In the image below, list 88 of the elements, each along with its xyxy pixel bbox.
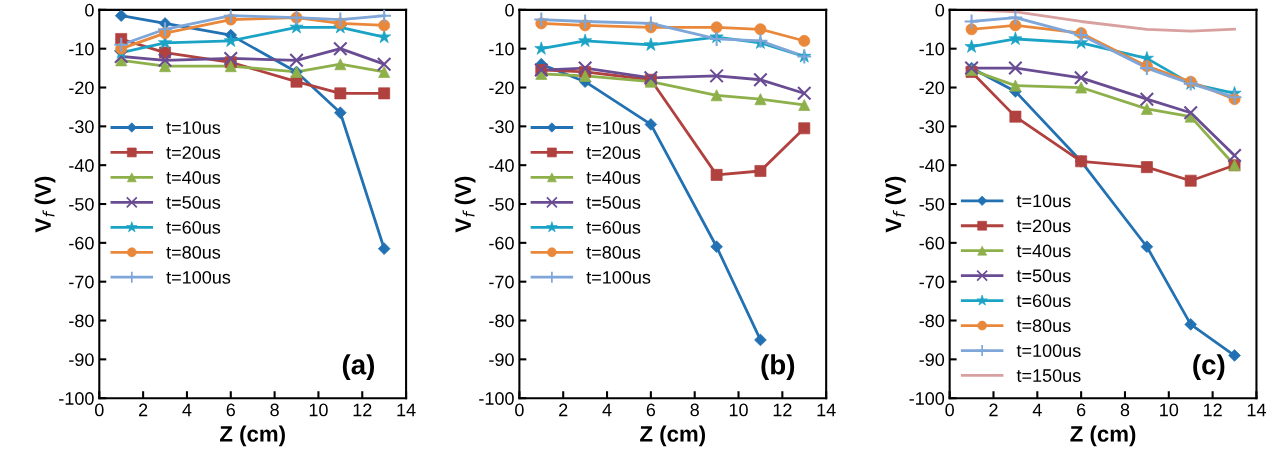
y-tick-label: -60	[69, 236, 94, 250]
y-tick-label: -60	[919, 236, 945, 250]
y-tick-label: -10	[489, 42, 514, 56]
legend-label: t=40us	[586, 171, 641, 184]
y-tick-label: -100	[909, 392, 945, 405]
y-tick-label: -20	[489, 81, 514, 95]
x-tick-label: 12	[773, 403, 792, 417]
x-tick-label: 6	[646, 403, 656, 417]
y-tick-label: -30	[489, 120, 514, 134]
x-tick-label: 0	[515, 403, 524, 417]
legend-label: t=10us	[1016, 194, 1071, 208]
y-tick-label: -40	[69, 159, 94, 172]
x-tick-label: 12	[353, 403, 372, 417]
legend-label: t=50us	[166, 196, 221, 209]
y-tick-label: -90	[489, 353, 514, 367]
y-axis-title: V$_{f}$ (V)	[34, 176, 56, 233]
y-tick-label: 0	[85, 3, 94, 17]
x-tick-label: 8	[270, 403, 279, 417]
x-tick-label: 0	[94, 403, 104, 417]
x-tick-label: 6	[226, 403, 235, 417]
y-tick-label: -20	[69, 81, 94, 95]
x-tick-label: 2	[139, 403, 148, 417]
annotation: (b)	[761, 354, 795, 381]
x-tick-label: 12	[1203, 403, 1222, 417]
y-tick-label: -40	[919, 159, 945, 172]
x-tick-label: 10	[309, 403, 328, 417]
x-tick-label: 14	[1247, 403, 1266, 417]
legend-label: t=100us	[166, 270, 231, 284]
y-tick-label: -80	[69, 314, 94, 328]
x-axis-title: Z (cm)	[640, 425, 706, 447]
x-tick-label: 10	[729, 403, 748, 417]
y-tick-label: -90	[69, 353, 94, 367]
y-tick-label: -50	[69, 197, 94, 211]
legend-label: t=80us	[586, 245, 641, 259]
y-tick-label: -100	[479, 392, 514, 405]
legend-label: t=100us	[1016, 344, 1081, 358]
y-tick-label: -20	[919, 81, 945, 95]
x-tick-label: 14	[397, 403, 416, 417]
legend-label: t=60us	[166, 221, 221, 234]
x-tick-label: 4	[602, 403, 612, 417]
legend-label: t=150us	[1016, 369, 1081, 382]
y-tick-label: -60	[489, 236, 514, 250]
x-axis-title: Z (cm)	[220, 425, 285, 447]
y-tick-label: -90	[919, 353, 945, 367]
legend-label: t=20us	[1016, 219, 1071, 233]
annotation: (c)	[1193, 354, 1225, 381]
y-tick-label: -50	[489, 197, 514, 211]
x-tick-label: 4	[182, 403, 192, 417]
legend-label: t=40us	[166, 171, 221, 184]
x-tick-label: 10	[1160, 403, 1179, 417]
legend-label: t=10us	[586, 121, 641, 134]
y-tick-label: -70	[69, 275, 94, 289]
y-tick-label: -100	[59, 392, 94, 405]
x-tick-label: 0	[945, 403, 954, 417]
legend-label: t=80us	[1016, 319, 1071, 333]
x-tick-label: 2	[559, 403, 568, 417]
x-tick-label: 2	[989, 403, 998, 417]
legend-label: t=40us	[1016, 244, 1071, 258]
x-tick-label: 14	[817, 403, 836, 417]
legend-label: t=80us	[166, 245, 221, 259]
y-tick-label: -30	[919, 120, 945, 134]
legend-label: t=60us	[586, 221, 641, 234]
x-axis-title: Z (cm)	[1070, 425, 1136, 447]
legend-label: t=60us	[1016, 294, 1071, 308]
y-tick-label: -50	[919, 197, 945, 211]
annotation: (a)	[342, 354, 375, 381]
legend-label: t=20us	[586, 146, 641, 159]
y-tick-label: -80	[919, 314, 945, 328]
legend-label: t=100us	[586, 270, 651, 284]
y-tick-label: -70	[919, 275, 945, 289]
y-tick-label: -80	[489, 314, 514, 328]
y-tick-label: -10	[69, 42, 94, 56]
x-tick-label: 8	[690, 403, 699, 417]
y-tick-label: 0	[505, 3, 514, 17]
legend-label: t=50us	[586, 196, 641, 209]
y-tick-label: -70	[489, 275, 514, 289]
y-tick-label: -40	[489, 159, 514, 172]
y-tick-label: -30	[69, 120, 94, 134]
legend-label: t=10us	[166, 121, 221, 134]
x-tick-label: 6	[1077, 403, 1086, 417]
x-tick-label: 4	[1032, 403, 1042, 417]
legend-label: t=50us	[1016, 269, 1071, 283]
legend-label: t=20us	[166, 146, 221, 159]
y-tick-label: -10	[919, 42, 945, 56]
x-tick-label: 8	[1120, 403, 1130, 417]
y-tick-label: 0	[935, 3, 945, 17]
y-axis-title: V$_{f}$ (V)	[885, 176, 906, 233]
y-axis-title: V$_{f}$ (V)	[454, 176, 476, 233]
